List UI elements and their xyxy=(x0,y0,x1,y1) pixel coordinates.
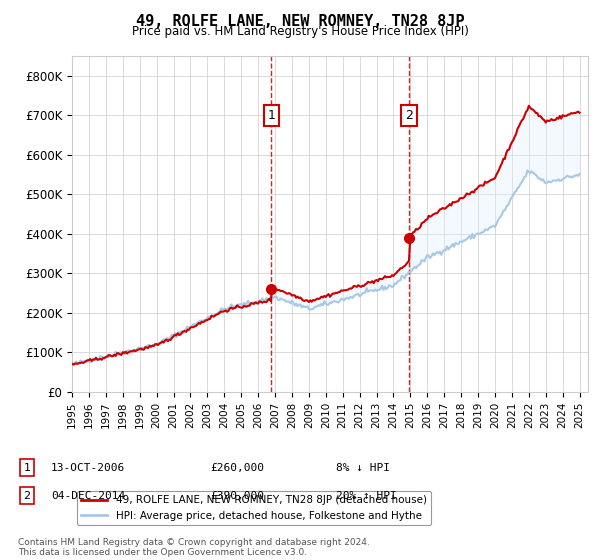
Text: 8% ↓ HPI: 8% ↓ HPI xyxy=(336,463,390,473)
Text: £390,000: £390,000 xyxy=(210,491,264,501)
Text: 13-OCT-2006: 13-OCT-2006 xyxy=(51,463,125,473)
Text: 2: 2 xyxy=(405,109,413,122)
Text: Contains HM Land Registry data © Crown copyright and database right 2024.
This d: Contains HM Land Registry data © Crown c… xyxy=(18,538,370,557)
Text: 1: 1 xyxy=(23,463,31,473)
Text: 1: 1 xyxy=(268,109,275,122)
Legend: 49, ROLFE LANE, NEW ROMNEY, TN28 8JP (detached house), HPI: Average price, detac: 49, ROLFE LANE, NEW ROMNEY, TN28 8JP (de… xyxy=(77,491,431,525)
Text: 49, ROLFE LANE, NEW ROMNEY, TN28 8JP: 49, ROLFE LANE, NEW ROMNEY, TN28 8JP xyxy=(136,14,464,29)
Text: 20% ↑ HPI: 20% ↑ HPI xyxy=(336,491,397,501)
Text: £260,000: £260,000 xyxy=(210,463,264,473)
Text: Price paid vs. HM Land Registry's House Price Index (HPI): Price paid vs. HM Land Registry's House … xyxy=(131,25,469,38)
Text: 04-DEC-2014: 04-DEC-2014 xyxy=(51,491,125,501)
Text: 2: 2 xyxy=(23,491,31,501)
